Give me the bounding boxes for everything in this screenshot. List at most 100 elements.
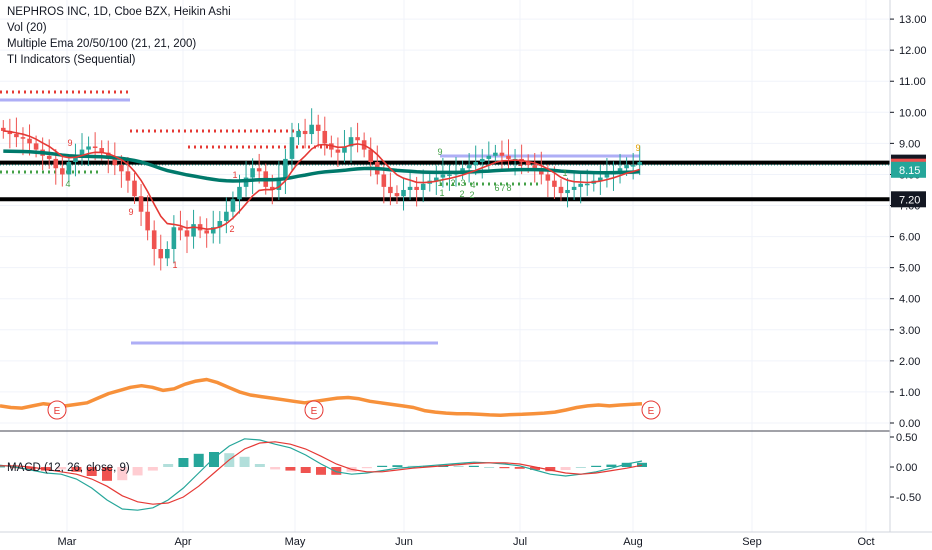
candle-body — [184, 230, 190, 237]
candle-body — [348, 137, 354, 147]
macd-histogram-bar — [530, 467, 540, 470]
candle-body — [256, 168, 262, 172]
candle-body — [420, 183, 426, 190]
candle-body — [493, 152, 498, 156]
candle-body — [545, 174, 551, 181]
macd-histogram-bar — [239, 456, 250, 467]
earnings-badge-label: E — [648, 406, 655, 417]
macd-histogram-bar — [468, 465, 479, 467]
price-tag — [891, 161, 926, 178]
candle-body — [381, 174, 387, 187]
y-tick-label: 3.00 — [899, 325, 920, 337]
candle-body — [119, 165, 124, 172]
price-levels — [0, 90, 890, 345]
ti-legend[interactable]: TI Indicators (Sequential) — [7, 54, 136, 66]
macd-y-tick-label: -0.50 — [896, 492, 921, 504]
candle-body — [309, 124, 314, 135]
candle-body — [145, 211, 150, 231]
candle-body — [584, 183, 590, 186]
candle-body — [630, 165, 636, 167]
candle-body — [14, 134, 19, 138]
candle-body — [637, 162, 643, 166]
candle-body — [447, 174, 452, 176]
y-tick-label: 2.00 — [899, 356, 920, 368]
earnings-badge — [641, 400, 661, 420]
candle-body — [322, 130, 328, 144]
sequential-count: 2 — [469, 190, 474, 200]
macd-histogram-bar — [117, 467, 128, 481]
candle-body — [532, 165, 538, 169]
sequential-count: 9 — [635, 143, 640, 153]
x-tick-label: May — [285, 536, 306, 548]
candle-body — [46, 155, 52, 159]
y-tick-label: 9.00 — [899, 138, 920, 150]
macd-histogram-bar — [254, 464, 265, 467]
x-tick-label: Apr — [174, 536, 191, 548]
macd-histogram-bar — [0, 466, 5, 468]
sequential-count: 4 — [470, 180, 475, 190]
macd-legend[interactable]: MACD (12, 26, close, 9) — [7, 462, 130, 474]
candle-body — [578, 183, 583, 187]
candle-body — [479, 158, 485, 163]
candle-body — [237, 186, 242, 200]
candle-body — [335, 149, 341, 153]
macd-histogram-bar — [270, 467, 281, 470]
candle-body — [296, 130, 301, 138]
macd-histogram-bar — [392, 465, 403, 467]
candle-body — [355, 137, 360, 141]
candle-body — [60, 168, 65, 175]
candle-body — [132, 180, 137, 197]
sequential-count: 2 — [450, 178, 455, 188]
candle-body — [230, 199, 236, 212]
macd-histogram-bar — [331, 467, 342, 475]
y-tick-label: 13.00 — [899, 14, 927, 26]
candle-body — [125, 171, 131, 181]
macd-histogram-bar — [361, 467, 372, 469]
candle-body — [276, 177, 282, 190]
earnings-badge — [304, 400, 324, 420]
macd-histogram-bar — [86, 467, 97, 476]
candle-body — [460, 168, 465, 172]
candle-body — [368, 149, 374, 163]
ema-legend[interactable]: Multiple Ema 20/50/100 (21, 21, 200) — [7, 38, 197, 50]
volume-legend[interactable]: Vol (20) — [7, 22, 47, 34]
candle-body — [434, 177, 439, 181]
candle-body — [86, 146, 91, 150]
macd-histogram-bar — [621, 462, 632, 467]
candle-body — [210, 227, 216, 234]
macd-y-tick-label: 0.00 — [896, 462, 917, 474]
macd-pane — [0, 438, 647, 511]
candle-body — [27, 138, 32, 144]
y-tick-label: 6.00 — [899, 232, 920, 244]
volume-line — [0, 377, 643, 417]
earnings-badge-label: E — [311, 406, 318, 417]
candle-body — [342, 146, 347, 153]
macd-histogram-bar — [316, 467, 326, 475]
candle-body — [394, 193, 400, 197]
x-tick-label: Jun — [395, 536, 413, 548]
macd-histogram-bar — [102, 467, 112, 481]
x-tick-label: Sep — [742, 536, 762, 548]
macd-histogram-bar — [514, 467, 525, 469]
symbol-legend[interactable]: NEPHROS INC, 1D, Cboe BZX, Heikin Ashi — [7, 6, 231, 18]
candle-body — [388, 186, 393, 194]
sequential-count: 1 — [562, 168, 567, 178]
candle-body — [506, 155, 511, 159]
sequential-count: 9 — [437, 147, 442, 157]
ema-fast-line — [3, 130, 640, 231]
candles[interactable] — [0, 108, 643, 271]
macd-histogram-bar — [499, 467, 510, 469]
sequential-count: 4 — [65, 179, 70, 189]
macd-histogram-bar — [147, 467, 158, 471]
macd-histogram-bar — [178, 458, 189, 467]
macd-histogram-bar — [637, 462, 647, 467]
candle-body — [138, 196, 144, 212]
candle-body — [289, 137, 295, 159]
candle-body — [302, 130, 308, 135]
ema-slow-line — [3, 149, 640, 183]
macd-histogram-bar — [453, 465, 464, 467]
